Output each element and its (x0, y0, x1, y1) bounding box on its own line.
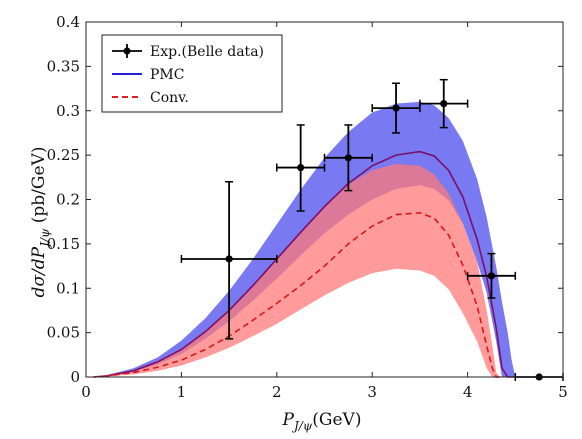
data-marker (344, 154, 352, 162)
data-marker (440, 100, 448, 108)
legend: Exp.(Belle data) PMC Conv. (101, 34, 283, 113)
axis-ticks (85, 21, 564, 378)
central-lines (93, 150, 516, 378)
data-point (276, 124, 326, 212)
y-tick-label: 0.25 (47, 146, 80, 164)
y-tick-label: 0.05 (47, 324, 80, 342)
y-tick-label: 0.3 (56, 102, 80, 120)
x-tick-label: 4 (463, 383, 473, 401)
y-tick-label: 0.1 (56, 279, 80, 297)
y-axis-label: dσ/dPJ/ψ (pb/GeV) (29, 147, 52, 298)
x-tick-label: 5 (558, 383, 568, 401)
legend-item-exp: Exp.(Belle data) (112, 44, 264, 60)
data-point (323, 124, 373, 192)
x-tick-label: 0 (81, 383, 91, 401)
x-tick-label: 1 (177, 383, 187, 401)
legend-label-conv: Conv. (150, 90, 189, 106)
legend-label-pmc: PMC (150, 67, 184, 83)
data-point (180, 181, 278, 340)
data-marker (297, 163, 305, 172)
y-tick-label: 0.2 (56, 191, 80, 209)
legend-label-exp: Exp.(Belle data) (150, 44, 264, 60)
x-tick-label: 2 (272, 383, 282, 401)
line-conv (93, 211, 501, 378)
y-tick-label: 0 (70, 368, 80, 386)
y-tick-label: 0.15 (47, 235, 80, 253)
band-conv (93, 164, 501, 377)
legend-item-pmc: PMC (112, 67, 184, 83)
data-point (419, 78, 469, 129)
x-tick-label: 3 (367, 383, 377, 401)
legend-item-conv: Conv. (112, 90, 189, 106)
line-pmc (93, 150, 516, 378)
data-points (180, 78, 564, 381)
y-tick-label: 0.35 (47, 57, 80, 75)
data-marker (392, 104, 400, 112)
data-point (466, 252, 517, 299)
uncertainty-bands (93, 101, 516, 377)
tick-labels: 0 1 2 3 4 5 0 0.05 0.1 0.15 0.2 0.25 0.3 0.35 0.4 (47, 13, 568, 401)
data-marker (225, 255, 233, 263)
x-axis-label: PJ/ψ(GeV) (282, 410, 362, 433)
data-point (371, 82, 421, 134)
data-marker (487, 272, 496, 280)
y-tick-label: 0.4 (56, 13, 80, 31)
